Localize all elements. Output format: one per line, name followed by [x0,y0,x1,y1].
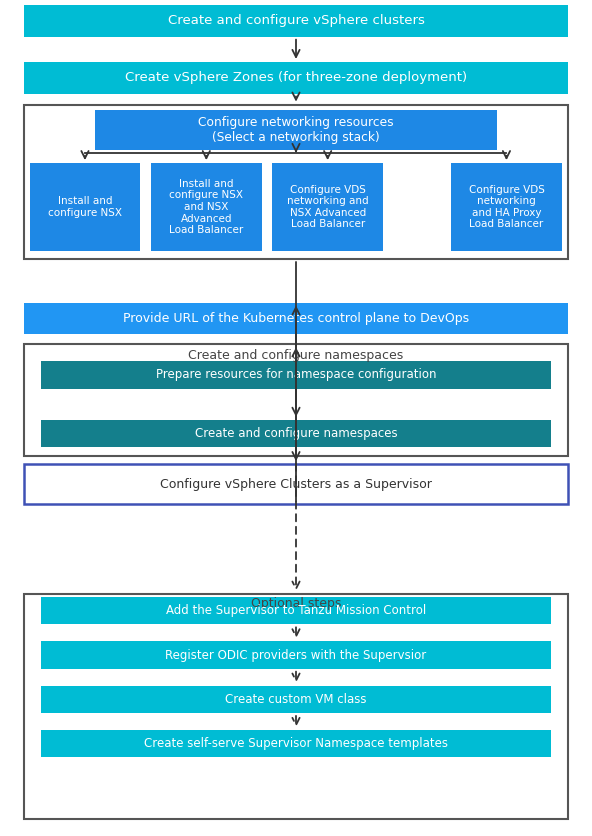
Text: Optional steps: Optional steps [251,597,341,610]
Text: Prepare resources for namespace configuration: Prepare resources for namespace configur… [156,369,436,381]
Text: Register ODIC providers with the Supervsior: Register ODIC providers with the Supervs… [165,649,427,661]
Bar [30,163,140,251]
Text: Install and
configure NSX
and NSX
Advanced
Load Balancer: Install and configure NSX and NSX Advanc… [169,179,243,235]
Bar [24,104,568,259]
Text: Create and configure namespaces: Create and configure namespaces [195,427,397,440]
Bar [272,163,383,251]
Bar [24,344,568,456]
Text: Create self-serve Supervisor Namespace templates: Create self-serve Supervisor Namespace t… [144,737,448,750]
Text: Configure VDS
networking and
NSX Advanced
Load Balancer: Configure VDS networking and NSX Advance… [287,185,368,229]
Bar [24,464,568,504]
Bar [41,730,551,757]
Text: Install and
configure NSX: Install and configure NSX [48,196,122,217]
Text: Create vSphere Zones (for three-zone deployment): Create vSphere Zones (for three-zone dep… [125,71,467,84]
Text: Create custom VM class: Create custom VM class [225,693,367,706]
Text: Create and configure namespaces: Create and configure namespaces [188,349,404,362]
Bar [451,163,562,251]
Bar [41,686,551,713]
Text: Provide URL of the Kubernetes control plane to DevOps: Provide URL of the Kubernetes control pl… [123,312,469,325]
Text: Add the Supervisor to Tanzu Mission Control: Add the Supervisor to Tanzu Mission Cont… [166,604,426,617]
Text: Configure VDS
networking
and HA Proxy
Load Balancer: Configure VDS networking and HA Proxy Lo… [468,185,545,229]
Bar [41,361,551,389]
Bar [151,163,262,251]
Bar [24,62,568,94]
Text: Configure networking resources
(Select a networking stack): Configure networking resources (Select a… [198,116,394,145]
Bar [24,594,568,819]
Text: Configure vSphere Clusters as a Supervisor: Configure vSphere Clusters as a Supervis… [160,477,432,491]
Bar [41,641,551,669]
Bar [24,5,568,37]
Text: Create and configure vSphere clusters: Create and configure vSphere clusters [168,14,424,28]
Bar [24,303,568,334]
Bar [95,110,497,150]
Bar [41,597,551,624]
Bar [41,420,551,447]
